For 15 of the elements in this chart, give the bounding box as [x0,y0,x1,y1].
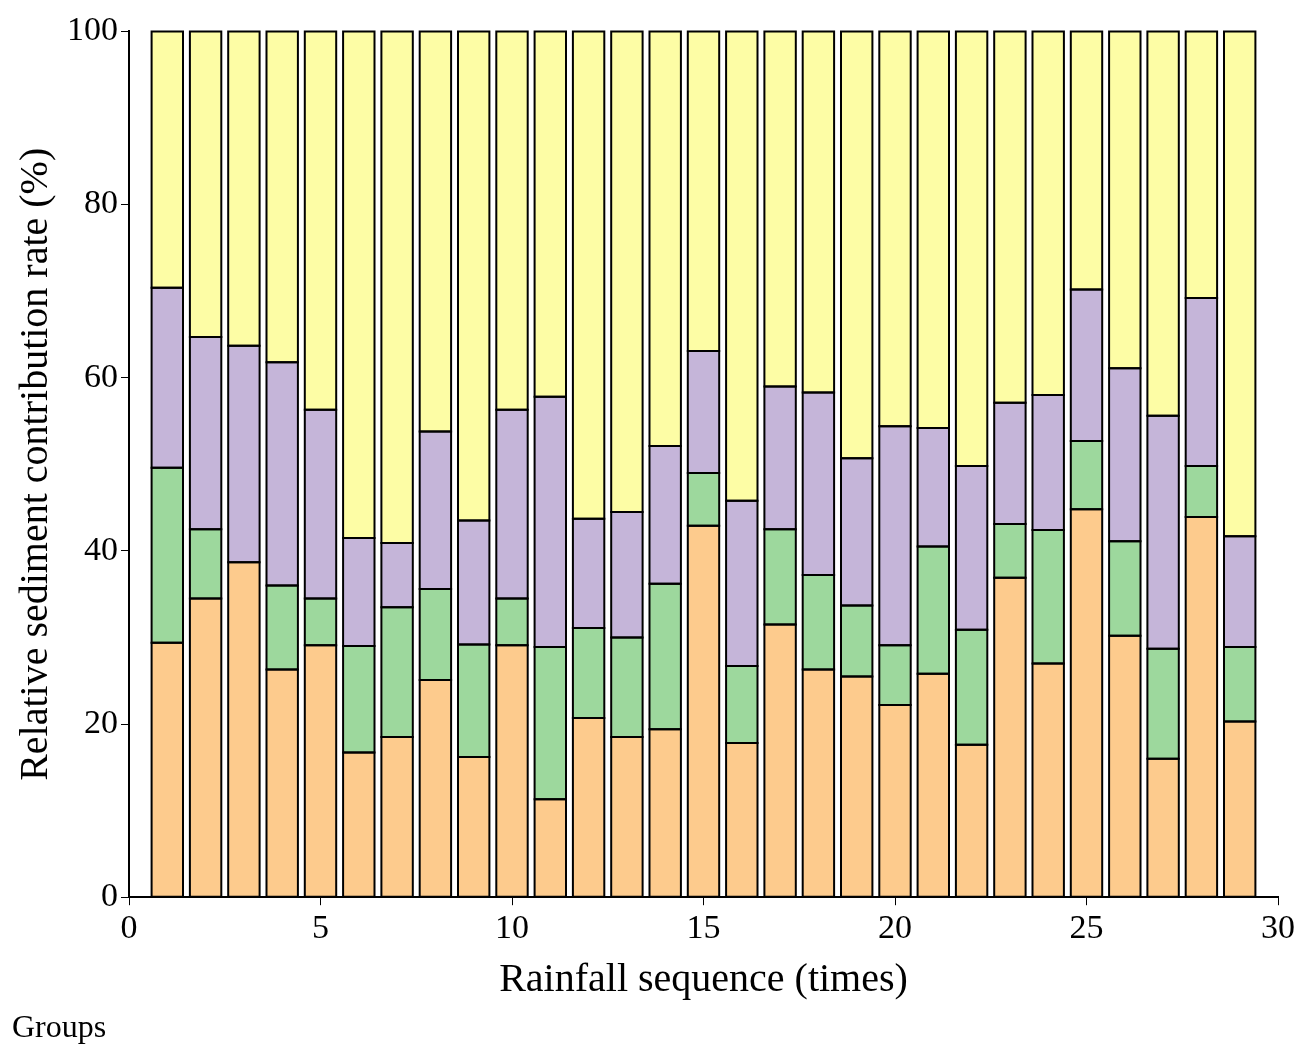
x-tick-label: 20 [878,907,912,945]
y-tick-label: 20 [84,702,118,740]
x-tick-label: 5 [312,907,329,945]
y-tick-label: 80 [84,183,118,221]
x-tick-label: 25 [1069,907,1104,945]
y-axis-title: Relative sediment contribution rate (%) [10,147,56,781]
y-tick-label: 40 [84,529,118,567]
x-tick-label: 15 [686,907,721,945]
text: Groups [12,1008,108,1045]
x-tick-label: 10 [495,907,529,945]
y-tick-label: 60 [84,356,118,394]
y-tick-label: 0 [101,876,118,914]
x-tick-label: 30 [1261,907,1295,945]
y-tick-label: 100 [67,10,118,48]
x-axis-title: Rainfall sequence (times) [499,954,908,1000]
